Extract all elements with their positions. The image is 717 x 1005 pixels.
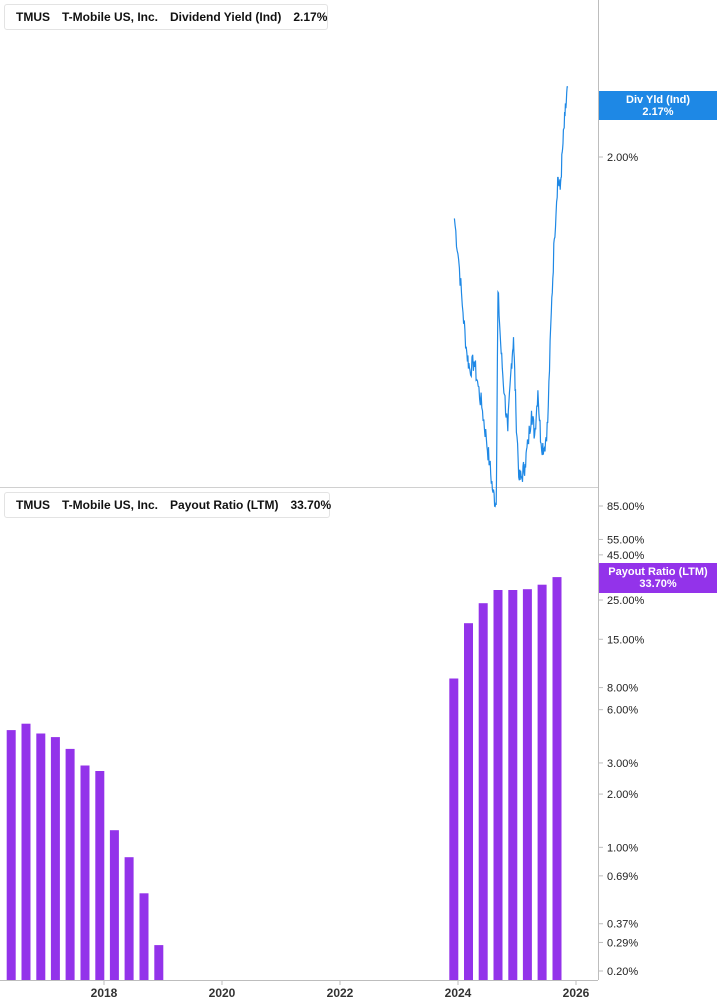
yield-tag-label: Div Yld (Ind) <box>626 94 690 106</box>
payout-bar <box>478 603 488 980</box>
payout-bar <box>522 589 532 980</box>
payout-tick-label: 1.00% <box>607 842 638 854</box>
payout-bar <box>6 730 16 980</box>
payout-tick-label: 0.37% <box>607 919 638 931</box>
payout-tick-label: 0.29% <box>607 937 638 949</box>
top-legend-ticker: TMUS <box>16 10 50 24</box>
payout-tick-label: 85.00% <box>607 501 645 513</box>
payout-bar <box>21 723 31 980</box>
payout-bar <box>80 765 90 980</box>
x-tick-label: 2018 <box>91 986 118 1000</box>
payout-tick-label: 15.00% <box>607 634 645 646</box>
x-tick-label: 2020 <box>209 986 236 1000</box>
top-legend-company: T-Mobile US, Inc. <box>62 10 159 24</box>
payout-bar <box>139 893 149 980</box>
payout-tick-label: 0.20% <box>607 966 638 978</box>
yield-tick-label: 2.00% <box>607 152 638 164</box>
payout-tick-label: 3.00% <box>607 758 638 770</box>
x-axis-ticks: 2018 2020 2022 2024 2026 <box>91 980 590 1000</box>
payout-bar <box>493 590 503 980</box>
top-legend-value: 2.17% <box>293 10 328 24</box>
payout-tag-label: Payout Ratio (LTM) <box>608 566 708 578</box>
payout-tick-label: 8.00% <box>607 683 638 695</box>
payout-bar <box>36 733 46 980</box>
bottom-legend-value: 33.70% <box>290 498 332 512</box>
bottom-legend: TMUS T-Mobile US, Inc. Payout Ratio (LTM… <box>4 492 332 518</box>
bottom-legend-company: T-Mobile US, Inc. <box>62 498 159 512</box>
payout-bar <box>109 830 119 980</box>
payout-axis-ticks: 85.00% 55.00% 45.00% 25.00% 15.00% 8.00% 6.00%… <box>598 501 645 978</box>
payout-bar <box>50 737 60 980</box>
payout-bar <box>449 678 459 980</box>
payout-bar <box>95 771 105 980</box>
payout-tick-label: 55.00% <box>607 534 645 546</box>
payout-bar <box>508 590 518 980</box>
bottom-legend-ticker: TMUS <box>16 498 50 512</box>
payout-value-tag: Payout Ratio (LTM) 33.70% <box>599 563 717 593</box>
top-legend: TMUS T-Mobile US, Inc. Dividend Yield (I… <box>4 4 328 30</box>
payout-tick-label: 25.00% <box>607 595 645 607</box>
payout-bar <box>464 623 473 980</box>
payout-bar <box>154 945 164 980</box>
yield-value-tag: Div Yld (Ind) 2.17% <box>599 91 717 120</box>
payout-bars <box>6 577 562 980</box>
payout-tag-value: 33.70% <box>639 578 677 590</box>
payout-bar <box>552 577 562 980</box>
yield-axis-ticks: 2.00% <box>598 152 638 164</box>
payout-bar <box>537 584 547 980</box>
x-tick-label: 2022 <box>327 986 354 1000</box>
top-legend-metric: Dividend Yield (Ind) <box>170 10 282 24</box>
payout-bar <box>65 748 75 980</box>
payout-tick-label: 0.69% <box>607 871 638 883</box>
payout-tick-label: 2.00% <box>607 789 638 801</box>
x-tick-label: 2024 <box>445 986 472 1000</box>
payout-tick-label: 45.00% <box>607 550 645 562</box>
yield-line-series <box>453 86 569 508</box>
payout-bar <box>124 857 134 980</box>
bottom-legend-metric: Payout Ratio (LTM) <box>170 498 279 512</box>
yield-tag-value: 2.17% <box>642 106 674 118</box>
x-tick-label: 2026 <box>563 986 590 1000</box>
payout-tick-label: 6.00% <box>607 705 638 717</box>
